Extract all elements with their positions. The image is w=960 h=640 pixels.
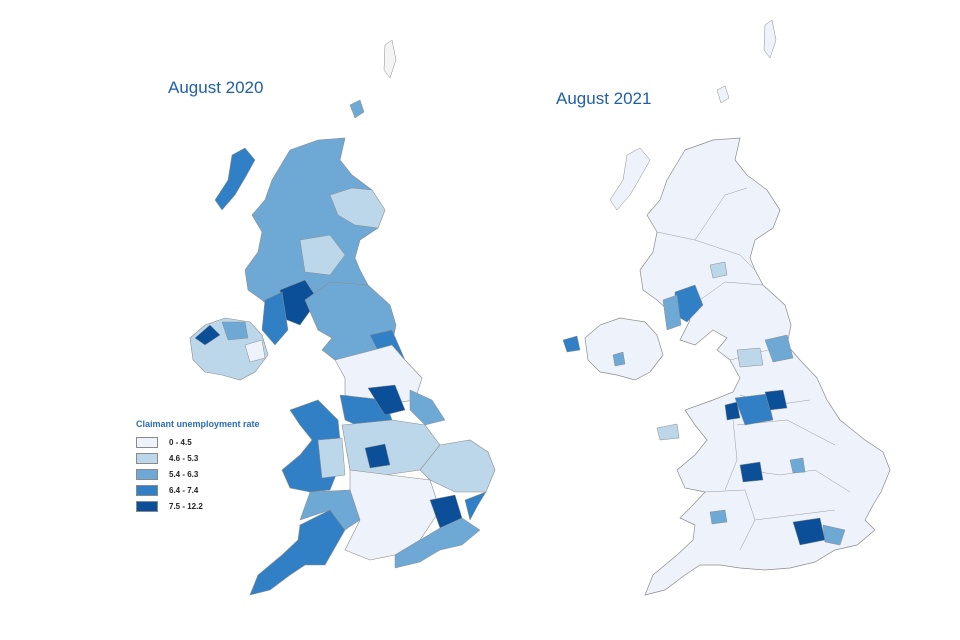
- region-derry-2020: [194, 324, 221, 346]
- legend-label: 4.6 - 5.3: [169, 453, 199, 463]
- region-hebrides-2020: [214, 147, 256, 211]
- legend-item: 4.6 - 5.3: [136, 450, 260, 466]
- region-humber-2020: [409, 389, 446, 426]
- legend-item: 6.4 - 7.4: [136, 482, 260, 498]
- legend-swatch: [136, 500, 158, 512]
- region-orkney-2020: [349, 99, 365, 119]
- region-south-west-2020: [249, 509, 346, 596]
- region-mid-wales-2020: [317, 437, 346, 479]
- legend-item: 0 - 4.5: [136, 434, 260, 450]
- region-orkney-2021: [716, 85, 730, 104]
- map-title-august-2021: August 2021: [556, 89, 652, 108]
- region-hebrides-2021: [609, 147, 651, 211]
- region-ni-east-2021: [612, 351, 626, 367]
- region-ayrshire-2021: [662, 294, 682, 331]
- legend-item: 5.4 - 6.3: [136, 466, 260, 482]
- region-perth-2020: [299, 234, 346, 276]
- region-dundee-2021: [709, 261, 728, 279]
- region-south-central-2020: [344, 469, 441, 561]
- region-shetland-2020: [383, 39, 397, 79]
- region-teesside-2021: [764, 334, 794, 363]
- map-august-2021: [562, 19, 891, 596]
- legend: Claimant unemployment rate 0 - 4.5 4.6 -…: [136, 419, 260, 514]
- region-north-yorks-2021: [736, 347, 764, 368]
- legend-swatch: [136, 484, 158, 496]
- region-wales-south-2021: [656, 423, 680, 441]
- map-august-2020: [189, 39, 496, 596]
- region-leicester-2021: [789, 457, 806, 474]
- region-aberdeen-2020: [329, 187, 386, 229]
- legend-label: 5.4 - 6.3: [169, 469, 199, 479]
- legend-label: 6.4 - 7.4: [169, 485, 199, 495]
- legend-label: 7.5 - 12.2: [169, 501, 203, 511]
- region-birmingham-2020: [364, 443, 391, 469]
- map-title-august-2020: August 2020: [168, 78, 264, 97]
- legend-item: 7.5 - 12.2: [136, 498, 260, 514]
- region-birmingham-2021: [739, 461, 764, 483]
- region-leeds-2020: [367, 384, 406, 416]
- legend-swatch: [136, 468, 158, 480]
- legend-swatch: [136, 436, 158, 448]
- region-kent-coast-2020: [464, 491, 487, 521]
- region-manchester-2021: [734, 393, 774, 426]
- region-belfast-2020: [244, 339, 266, 363]
- region-thames-2021: [822, 524, 846, 546]
- legend-swatch: [136, 452, 158, 464]
- region-shetland-2021: [763, 19, 777, 59]
- region-leeds-2021: [764, 389, 788, 411]
- region-derry-2021: [562, 335, 581, 353]
- legend-label: 0 - 4.5: [169, 437, 192, 447]
- region-bristol-2021: [709, 509, 728, 525]
- legend-title: Claimant unemployment rate: [136, 419, 260, 429]
- region-south-east-2020: [394, 517, 481, 569]
- region-ayrshire-2020: [261, 291, 289, 346]
- region-ni-west-2020: [221, 321, 249, 341]
- region-liverpool-2021: [724, 401, 741, 421]
